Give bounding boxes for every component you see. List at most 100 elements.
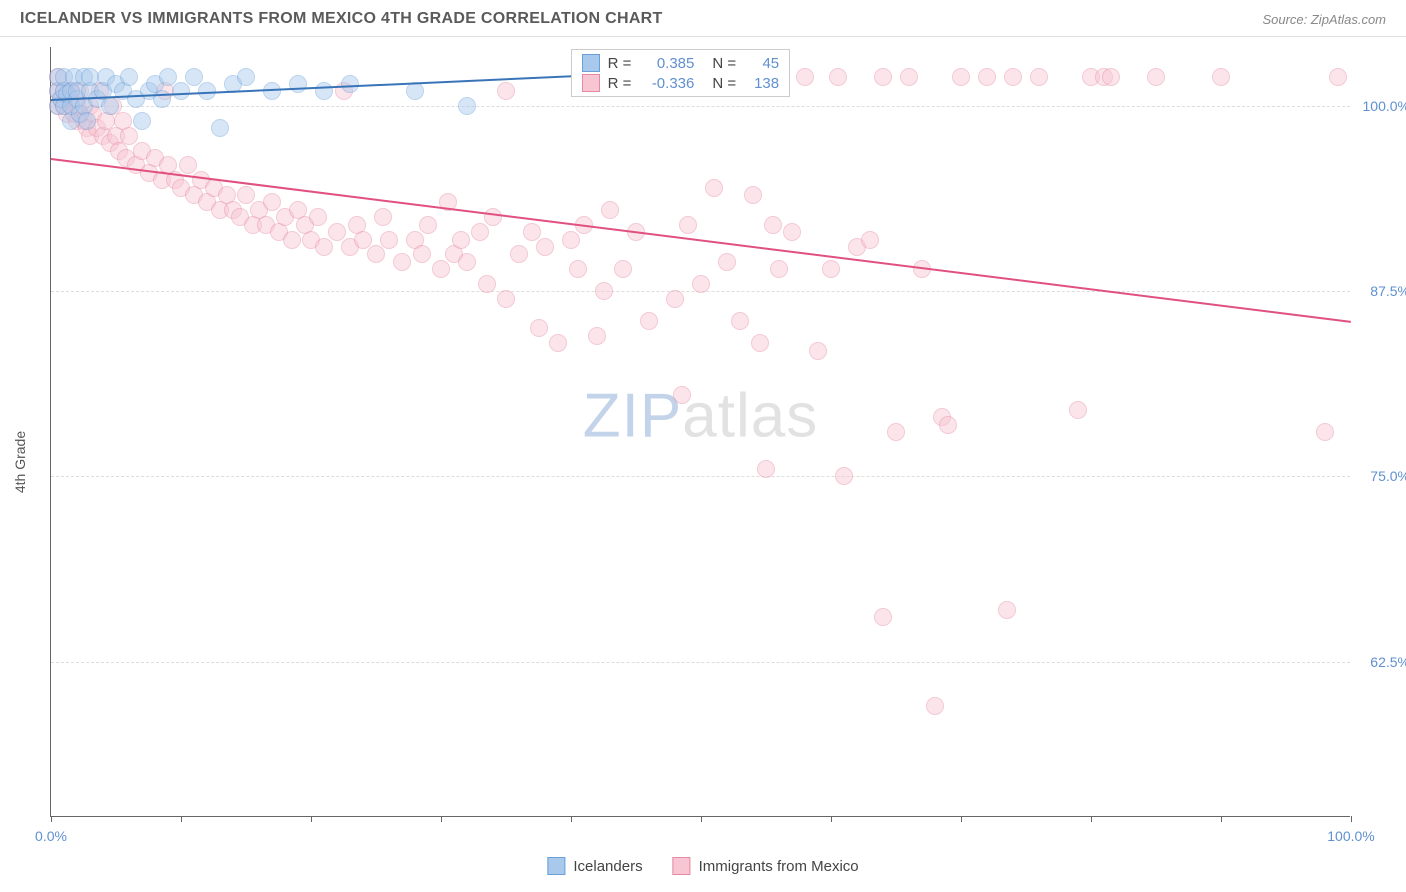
scatter-point [1316,423,1334,441]
legend-correlation: R = 0.385 N = 45 R = -0.336 N = 138 [571,49,791,97]
scatter-point [809,342,827,360]
x-tick [311,816,312,822]
scatter-point [673,386,691,404]
scatter-point [380,231,398,249]
chart-container: 4th Grade ZIPatlas 62.5%75.0%87.5%100.0%… [0,37,1406,887]
scatter-point [861,231,879,249]
scatter-point [530,319,548,337]
legend-swatch [582,54,600,72]
scatter-point [211,119,229,137]
scatter-point [315,82,333,100]
scatter-point [744,186,762,204]
legend-swatch [673,857,691,875]
x-tick [831,816,832,822]
x-tick [571,816,572,822]
scatter-point [666,290,684,308]
scatter-point [705,179,723,197]
scatter-point [185,68,203,86]
y-tick-label: 75.0% [1355,468,1406,484]
scatter-point [751,334,769,352]
legend-r-value: 0.385 [639,55,694,72]
scatter-point [731,312,749,330]
scatter-point [354,231,372,249]
scatter-point [770,260,788,278]
legend-n-value: 138 [744,75,779,92]
legend-label: Icelanders [573,858,642,875]
legend-r-label: R = [608,75,632,92]
x-tick [1091,816,1092,822]
scatter-point [900,68,918,86]
scatter-point [874,68,892,86]
scatter-point [101,97,119,115]
scatter-point [432,260,450,278]
scatter-point [601,201,619,219]
x-tick [51,816,52,822]
scatter-point [692,275,710,293]
scatter-point [562,231,580,249]
legend-row: R = -0.336 N = 138 [582,74,780,92]
x-tick [1351,816,1352,822]
scatter-point [549,334,567,352]
scatter-point [952,68,970,86]
trend-line [51,158,1351,323]
scatter-point [998,601,1016,619]
legend-r-value: -0.336 [639,75,694,92]
scatter-point [309,208,327,226]
scatter-point [419,216,437,234]
scatter-point [237,186,255,204]
scatter-point [120,68,138,86]
chart-source: Source: ZipAtlas.com [1262,12,1386,27]
gridline [51,476,1350,477]
scatter-point [120,127,138,145]
scatter-point [536,238,554,256]
scatter-point [757,460,775,478]
scatter-point [283,231,301,249]
legend-item: Immigrants from Mexico [673,857,859,875]
x-tick [961,816,962,822]
scatter-point [458,97,476,115]
scatter-point [523,223,541,241]
legend-n-value: 45 [744,55,779,72]
y-axis-label: 4th Grade [12,431,28,493]
scatter-point [835,467,853,485]
scatter-point [614,260,632,278]
scatter-point [874,608,892,626]
scatter-point [588,327,606,345]
scatter-point [1147,68,1165,86]
scatter-point [926,697,944,715]
scatter-point [978,68,996,86]
y-tick-label: 100.0% [1355,98,1406,114]
scatter-point [679,216,697,234]
scatter-point [1102,68,1120,86]
legend-r-label: R = [608,55,632,72]
scatter-point [939,416,957,434]
legend-n-label: N = [712,75,736,92]
y-tick-label: 87.5% [1355,283,1406,299]
scatter-point [367,245,385,263]
scatter-point [569,260,587,278]
scatter-point [471,223,489,241]
x-tick-label: 100.0% [1327,828,1374,844]
scatter-point [328,223,346,241]
scatter-point [172,82,190,100]
x-tick [701,816,702,822]
legend-swatch [582,74,600,92]
chart-header: ICELANDER VS IMMIGRANTS FROM MEXICO 4TH … [0,0,1406,37]
scatter-point [341,75,359,93]
gridline [51,662,1350,663]
chart-title: ICELANDER VS IMMIGRANTS FROM MEXICO 4TH … [20,10,663,28]
scatter-point [133,112,151,130]
scatter-point [179,156,197,174]
scatter-point [640,312,658,330]
legend-row: R =0.385N =45 [582,54,780,72]
scatter-point [413,245,431,263]
legend-label: Immigrants from Mexico [699,858,859,875]
scatter-point [478,275,496,293]
watermark: ZIPatlas [583,381,818,452]
scatter-point [1030,68,1048,86]
scatter-point [452,231,470,249]
scatter-point [764,216,782,234]
scatter-point [153,90,171,108]
scatter-point [159,68,177,86]
scatter-point [393,253,411,271]
